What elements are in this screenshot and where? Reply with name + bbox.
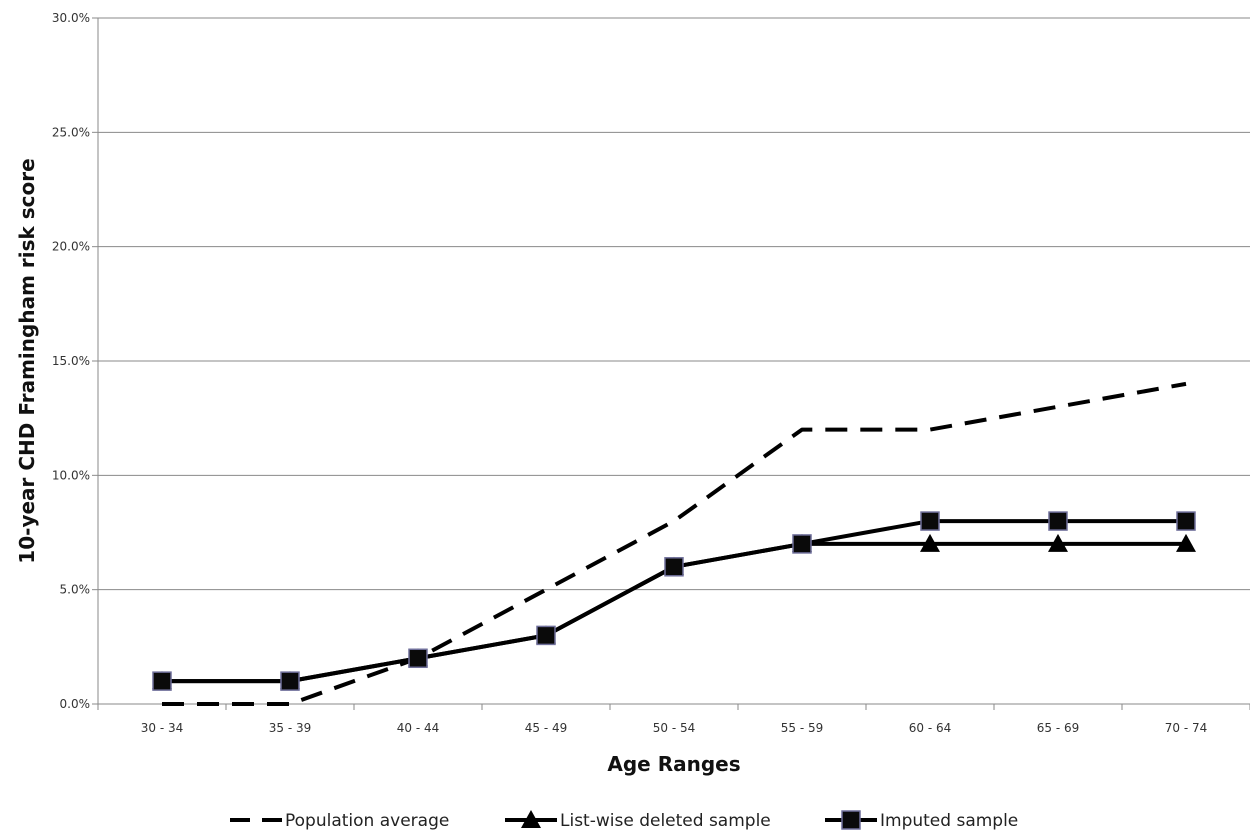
y-tick-label: 15.0%	[52, 354, 90, 368]
square-marker	[152, 671, 172, 691]
x-tick-labels: 30 - 34 35 - 39 40 - 44 45 - 49 50 - 54 55 - …	[141, 721, 1208, 735]
y-tick-label: 5.0%	[60, 583, 91, 597]
x-tick-label: 55 - 59	[781, 721, 824, 735]
x-tick-label: 60 - 64	[909, 721, 952, 735]
x-tick-label: 70 - 74	[1165, 721, 1208, 735]
legend-label: Imputed sample	[880, 811, 1018, 830]
x-tick-label: 50 - 54	[653, 721, 696, 735]
square-marker	[920, 511, 940, 531]
square-marker	[792, 534, 812, 554]
triangle-marker	[521, 810, 541, 828]
x-tick-label: 65 - 69	[1037, 721, 1080, 735]
square-marker	[841, 810, 861, 830]
square-marker	[536, 625, 556, 646]
gridlines	[98, 17, 1250, 591]
y-tick-label: 10.0%	[52, 468, 90, 482]
triangle-marker	[1176, 533, 1196, 552]
y-tick-labels: 0.0% 5.0% 10.0% 15.0% 20.0% 25.0% 30.0%	[52, 11, 90, 711]
x-tick-label: 30 - 34	[141, 721, 184, 735]
triangle-marker	[920, 533, 940, 552]
y-tick-label: 0.0%	[60, 697, 91, 711]
y-axis-title: 10-year CHD Framingham risk score	[15, 158, 39, 563]
square-marker	[280, 671, 300, 691]
x-axis-title: Age Ranges	[607, 752, 740, 776]
square-marker	[664, 557, 684, 577]
series-line	[162, 381, 1187, 706]
y-tick-label: 30.0%	[52, 11, 90, 25]
square-marker	[408, 648, 428, 669]
x-tick-label: 40 - 44	[397, 721, 440, 735]
series-layer	[152, 381, 1196, 706]
triangle-marker	[1048, 533, 1068, 552]
square-marker	[1176, 511, 1196, 531]
x-tick-label: 35 - 39	[269, 721, 312, 735]
y-tick-label: 25.0%	[52, 125, 90, 139]
x-tick-label: 45 - 49	[525, 721, 568, 735]
legend-label: List-wise deleted sample	[560, 811, 771, 830]
y-tick-label: 20.0%	[52, 240, 90, 254]
axes	[92, 17, 1250, 710]
square-marker	[1048, 511, 1068, 531]
legend: Population average List-wise deleted samp…	[230, 810, 1018, 830]
legend-label: Population average	[285, 811, 449, 830]
